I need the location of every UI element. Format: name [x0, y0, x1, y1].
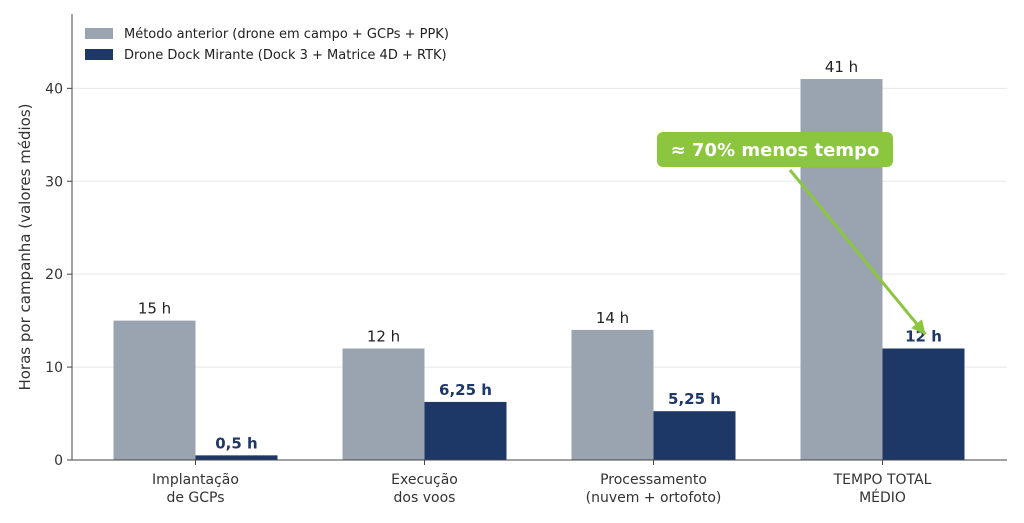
bar	[653, 411, 736, 460]
annotation-arrow-line	[788, 169, 927, 336]
y-tick-label: 30	[45, 174, 63, 190]
bar	[195, 455, 278, 460]
legend-label: Método anterior (drone em campo + GCPs +…	[124, 27, 449, 42]
legend: Método anterior (drone em campo + GCPs +…	[85, 27, 449, 63]
y-tick-label: 0	[54, 453, 63, 469]
y-axis-title: Horas por campanha (valores médios)	[16, 103, 34, 390]
bars	[113, 79, 965, 461]
data-label: 41 h	[825, 58, 858, 76]
annotation-arrow-head	[911, 319, 926, 335]
data-label: 0,5 h	[215, 434, 257, 452]
bar	[424, 401, 507, 460]
bar	[571, 329, 654, 460]
x-tick-label: Implantação de GCPs	[152, 472, 239, 506]
annotation: ≈ 70% menos tempo	[657, 132, 927, 336]
legend-label: Drone Dock Mirante (Dock 3 + Matrice 4D …	[124, 48, 447, 63]
data-label: 6,25 h	[439, 381, 492, 399]
data-label: 14 h	[596, 309, 629, 327]
x-tick-label: TEMPO TOTAL MÉDIO	[833, 472, 932, 506]
x-tick-label: Execução dos voos	[391, 472, 458, 506]
data-label: 5,25 h	[668, 390, 721, 408]
legend-swatch	[85, 49, 113, 60]
y-tick-label: 20	[45, 267, 63, 283]
annotation-text: ≈ 70% menos tempo	[671, 140, 880, 161]
x-tick-label: Processamento (nuvem + ortofoto)	[586, 472, 722, 506]
y-tick-label: 40	[45, 81, 63, 97]
axes: 0 10 20 30 40 Implantação de GCPs Execução dos v…	[16, 14, 1007, 506]
data-labels: 15 h 12 h 14 h 41 h 0,5 h 6,25 h 5,25 h 12 h	[138, 58, 942, 452]
data-label: 12 h	[905, 328, 942, 346]
annotation-box	[657, 132, 893, 167]
y-tick-label: 10	[45, 360, 63, 376]
legend-swatch	[85, 28, 113, 39]
bar	[113, 320, 196, 460]
bar	[882, 348, 965, 460]
bar	[342, 348, 425, 460]
data-label: 15 h	[138, 300, 171, 318]
data-label: 12 h	[367, 328, 400, 346]
